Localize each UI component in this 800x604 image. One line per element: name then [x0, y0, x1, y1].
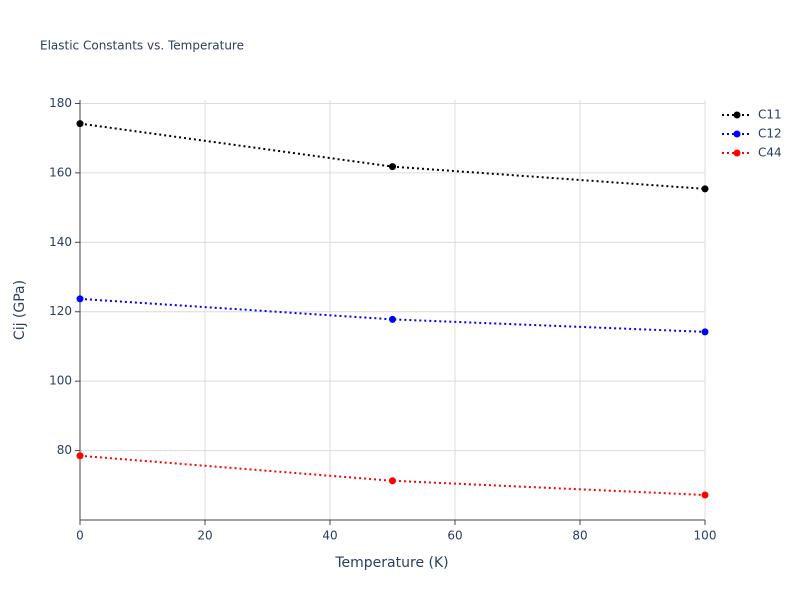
- y-tick-label: 180: [49, 96, 72, 110]
- legend-label: C44: [758, 146, 782, 160]
- y-tick-label: 160: [49, 165, 72, 179]
- data-point: [76, 452, 84, 460]
- x-tick-label: 40: [322, 529, 337, 543]
- y-tick-label: 100: [49, 374, 72, 388]
- data-point: [76, 295, 84, 303]
- data-point: [389, 477, 396, 485]
- x-tick-label: 60: [447, 529, 462, 543]
- y-tick-label: 120: [49, 304, 72, 318]
- data-point: [701, 491, 709, 499]
- x-axis-label: Temperature (K): [334, 555, 448, 571]
- x-tick-label: 20: [197, 529, 212, 543]
- series-line: [79, 297, 706, 333]
- y-tick-label: 140: [49, 235, 72, 249]
- data-point: [389, 163, 396, 171]
- legend-marker: [733, 130, 741, 138]
- legend-label: C11: [758, 108, 782, 122]
- legend-marker: [733, 149, 741, 157]
- y-tick-label: 80: [57, 443, 72, 457]
- x-tick-label: 0: [76, 529, 84, 543]
- legend-label: C12: [758, 127, 782, 141]
- chart-title: Elastic Constants vs. Temperature: [40, 39, 244, 53]
- y-axis-label: Cij (GPa): [12, 280, 28, 340]
- legend-marker: [733, 111, 741, 119]
- data-point: [389, 315, 396, 323]
- x-tick-label: 80: [572, 529, 587, 543]
- x-tick-label: 100: [694, 529, 717, 543]
- data-point: [701, 328, 709, 336]
- data-point: [701, 185, 709, 193]
- data-point: [76, 120, 84, 128]
